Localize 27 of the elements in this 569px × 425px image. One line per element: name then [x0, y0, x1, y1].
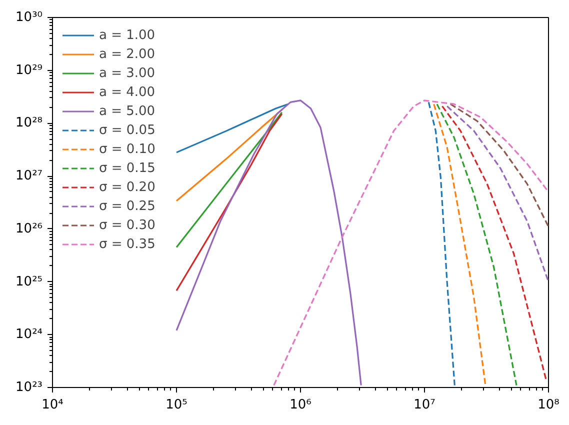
legend-label: σ = 0.30	[99, 217, 156, 233]
legend-label: a = 1.00	[99, 27, 156, 43]
x-tick-label: 10⁸	[538, 398, 560, 412]
legend-label: σ = 0.20	[99, 179, 156, 195]
x-tick-label: 10⁵	[166, 398, 188, 412]
x-tick-label: 10⁶	[290, 398, 312, 412]
line-series	[428, 101, 456, 386]
legend-label: a = 2.00	[99, 46, 156, 62]
legend-label: σ = 0.05	[99, 122, 156, 138]
legend-label: σ = 0.15	[99, 160, 156, 176]
y-tick-label: 10³⁰	[16, 10, 43, 25]
legend-label: a = 3.00	[99, 65, 156, 81]
legend-label: σ = 0.25	[99, 198, 156, 214]
legend-label: a = 5.00	[99, 103, 156, 119]
y-tick-label: 10²⁷	[16, 168, 43, 184]
y-tick-label: 10²⁵	[16, 274, 43, 290]
y-tick-label: 10²⁸	[16, 116, 43, 131]
line-series	[433, 103, 486, 386]
x-tick-label: 10⁷	[414, 398, 436, 412]
y-tick-label: 10²⁶	[16, 221, 43, 236]
legend-label: σ = 0.10	[99, 141, 156, 157]
y-tick-label: 10²³	[16, 380, 43, 395]
y-tick-label: 10²⁹	[16, 62, 43, 78]
legend-label: a = 4.00	[99, 84, 156, 100]
legend-label: σ = 0.35	[99, 236, 156, 252]
y-tick-label: 10²⁴	[16, 327, 43, 342]
x-tick-label: 10⁴	[42, 398, 64, 412]
